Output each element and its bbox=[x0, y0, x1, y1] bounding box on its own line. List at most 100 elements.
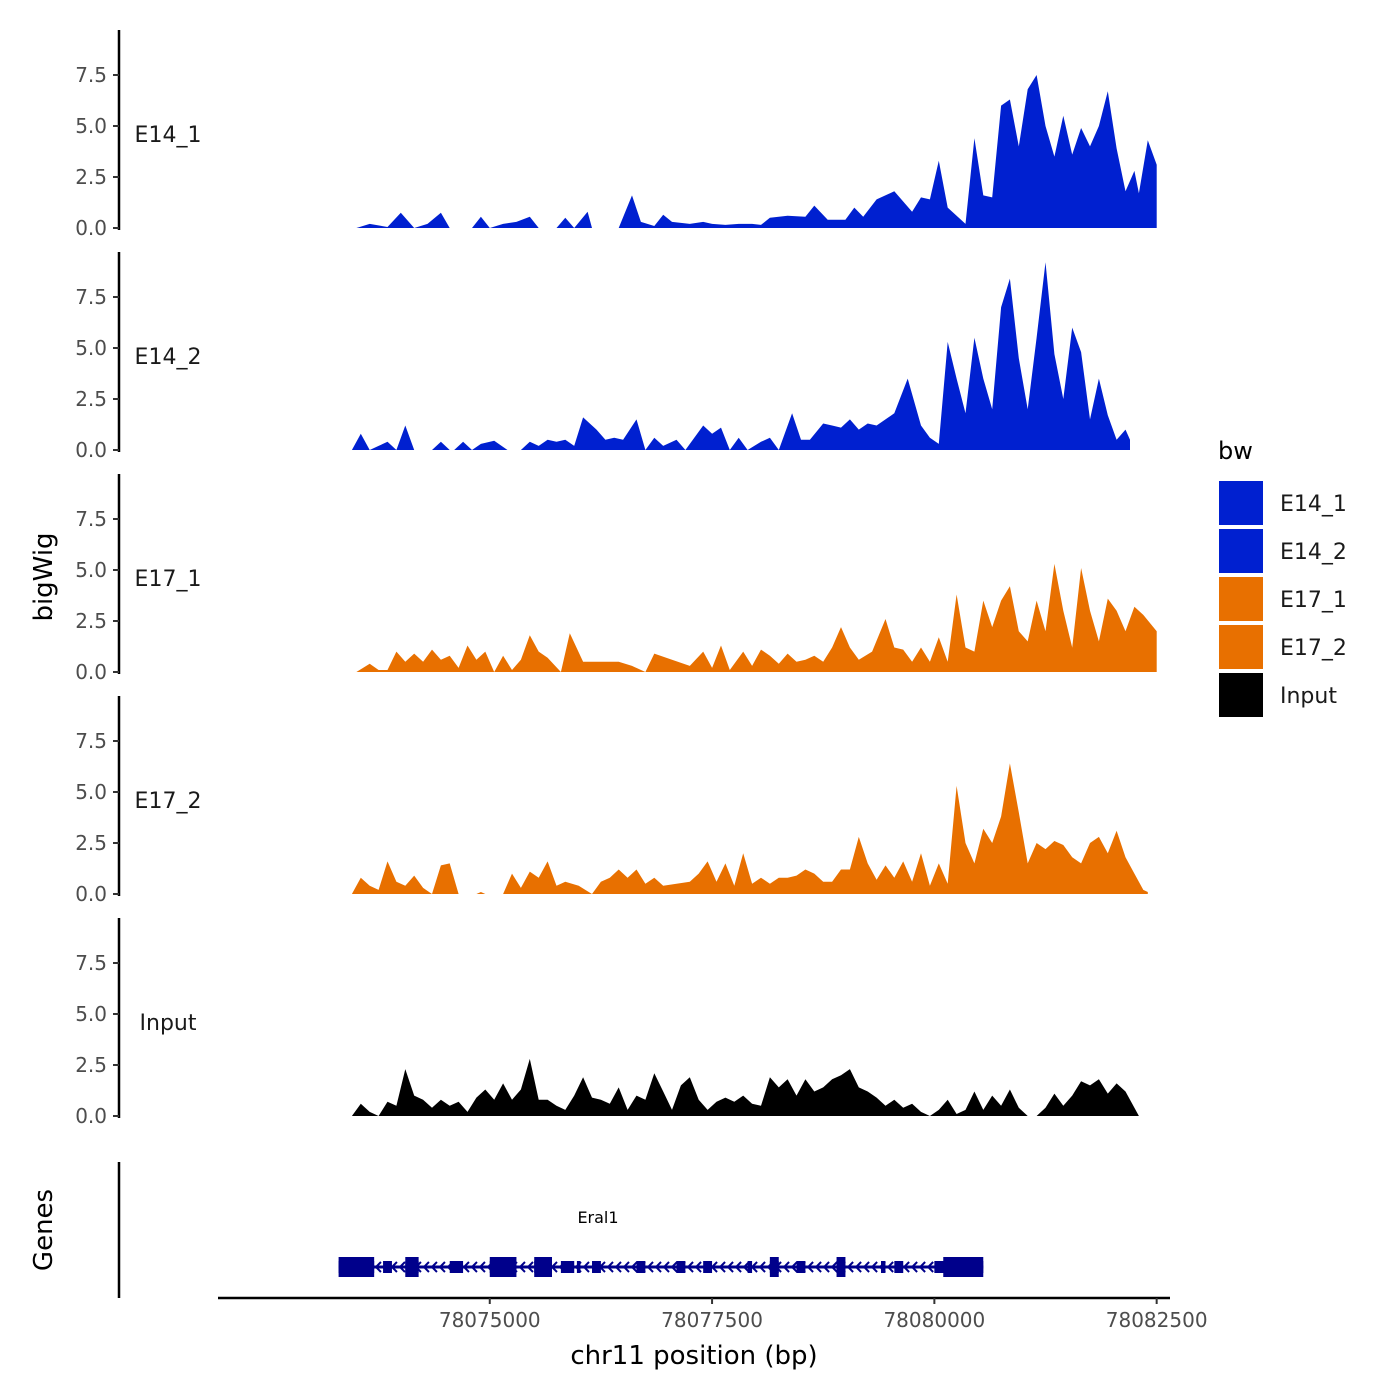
strand-arrow bbox=[910, 1261, 918, 1273]
track-name-label: E17_2 bbox=[135, 789, 202, 814]
track-name-label: E14_1 bbox=[135, 123, 202, 148]
legend: bw E14_1 E14_2 E17_1 E17_2 Input bbox=[1217, 437, 1347, 719]
strand-arrow bbox=[862, 1261, 870, 1273]
strand-arrow bbox=[550, 1261, 558, 1273]
strand-arrow bbox=[686, 1261, 694, 1273]
strand-arrow bbox=[518, 1261, 526, 1273]
strand-arrow bbox=[814, 1261, 822, 1273]
exon bbox=[881, 1261, 886, 1273]
x-axis-label: chr11 position (bp) bbox=[570, 1341, 817, 1371]
exon bbox=[796, 1261, 806, 1273]
strand-arrow bbox=[742, 1261, 750, 1273]
gene-name-label: Eral1 bbox=[577, 1208, 618, 1227]
legend-swatch bbox=[1217, 671, 1265, 719]
track-name-label: E14_2 bbox=[135, 345, 202, 370]
strand-arrow bbox=[822, 1261, 830, 1273]
y-tick-label: 7.5 bbox=[75, 729, 107, 753]
legend-item-E14_1: E14_1 bbox=[1217, 479, 1347, 527]
strand-arrow bbox=[582, 1261, 590, 1273]
coding-exon bbox=[489, 1257, 517, 1277]
coding-exon bbox=[338, 1257, 375, 1277]
exon bbox=[676, 1261, 686, 1273]
exon bbox=[894, 1261, 904, 1273]
legend-item-Input: Input bbox=[1217, 671, 1337, 719]
y-tick-label: 7.5 bbox=[75, 285, 107, 309]
coverage-area-E17_2 bbox=[351, 763, 1148, 894]
strand-arrow bbox=[790, 1261, 798, 1273]
y-tick-label: 2.5 bbox=[75, 387, 107, 411]
y-tick-label: 2.5 bbox=[75, 609, 107, 633]
legend-swatch bbox=[1217, 575, 1265, 623]
strand-arrow bbox=[670, 1261, 678, 1273]
genes-axis-label: Genes bbox=[29, 1189, 59, 1271]
strand-arrow bbox=[462, 1261, 470, 1273]
exon bbox=[747, 1261, 753, 1273]
y-tick-label: 7.5 bbox=[75, 507, 107, 531]
y-tick-label: 7.5 bbox=[75, 951, 107, 975]
coverage-area-E14_2 bbox=[351, 262, 1130, 450]
exon bbox=[636, 1261, 646, 1273]
strand-arrow bbox=[526, 1261, 534, 1273]
y-tick-label: 5.0 bbox=[75, 780, 107, 804]
strand-arrow bbox=[478, 1261, 486, 1273]
strand-arrow bbox=[902, 1261, 910, 1273]
y-tick-label: 5.0 bbox=[75, 336, 107, 360]
x-tick-label: 78077500 bbox=[661, 1308, 763, 1332]
y-tick-label: 5.0 bbox=[75, 114, 107, 138]
strand-arrow bbox=[926, 1261, 934, 1273]
strand-arrow bbox=[438, 1261, 446, 1273]
y-tick-label: 5.0 bbox=[75, 1002, 107, 1026]
strand-arrow bbox=[606, 1261, 614, 1273]
coding-exon bbox=[836, 1257, 846, 1277]
gene-track: Eral1 bbox=[117, 1162, 984, 1298]
strand-arrow bbox=[398, 1261, 406, 1273]
strand-arrow bbox=[806, 1261, 814, 1273]
strand-arrow bbox=[734, 1261, 742, 1273]
legend-title: bw bbox=[1218, 437, 1253, 465]
y-tick-label: 0.0 bbox=[75, 882, 107, 906]
strand-arrow bbox=[870, 1261, 878, 1273]
exon bbox=[592, 1261, 601, 1273]
legend-item-E17_2: E17_2 bbox=[1217, 623, 1347, 671]
coverage-area-Input bbox=[351, 1058, 1139, 1116]
legend-item-E17_1: E17_1 bbox=[1217, 575, 1347, 623]
legend-label: E17_1 bbox=[1280, 588, 1347, 613]
y-tick-label: 0.0 bbox=[75, 438, 107, 462]
y-tick-label: 0.0 bbox=[75, 660, 107, 684]
exon bbox=[576, 1261, 581, 1273]
track-E17_2: 0.0 2.5 5.0 7.5 E17_2 bbox=[75, 696, 1148, 906]
track-name-label: E17_1 bbox=[135, 567, 202, 592]
strand-arrow bbox=[694, 1261, 702, 1273]
strand-arrow bbox=[726, 1261, 734, 1273]
strand-arrow bbox=[886, 1261, 894, 1273]
legend-label: Input bbox=[1280, 684, 1337, 709]
strand-arrow bbox=[758, 1261, 766, 1273]
y-tick-label: 2.5 bbox=[75, 1053, 107, 1077]
coverage-tracks: 0.0 2.5 5.0 7.5 E14_1 0.0 2.5 5.0 7.5 E14_2 0.0 2.5… bbox=[75, 30, 1157, 1128]
coverage-area-E17_1 bbox=[356, 563, 1157, 672]
legend-label: E17_2 bbox=[1280, 636, 1347, 661]
track-name-label: Input bbox=[140, 1011, 197, 1036]
legend-swatch bbox=[1217, 527, 1265, 575]
y-tick-label: 2.5 bbox=[75, 831, 107, 855]
strand-arrow bbox=[422, 1261, 430, 1273]
track-Input: 0.0 2.5 5.0 7.5 Input bbox=[75, 918, 1139, 1128]
legend-label: E14_2 bbox=[1280, 540, 1347, 565]
y-axis-label: bigWig bbox=[29, 532, 59, 621]
y-tick-label: 0.0 bbox=[75, 216, 107, 240]
x-tick-label: 78080000 bbox=[883, 1308, 985, 1332]
strand-arrow bbox=[854, 1261, 862, 1273]
y-tick-label: 0.0 bbox=[75, 1104, 107, 1128]
strand-arrow bbox=[630, 1261, 638, 1273]
coding-exon bbox=[405, 1257, 419, 1277]
exon bbox=[703, 1261, 713, 1273]
strand-arrow bbox=[830, 1261, 838, 1273]
strand-arrow bbox=[622, 1261, 630, 1273]
strand-arrow bbox=[662, 1261, 670, 1273]
coding-exon bbox=[769, 1257, 779, 1277]
legend-swatch bbox=[1217, 623, 1265, 671]
track-E17_1: 0.0 2.5 5.0 7.5 E17_1 bbox=[75, 474, 1157, 684]
coding-exon bbox=[534, 1257, 553, 1277]
strand-arrow bbox=[654, 1261, 662, 1273]
